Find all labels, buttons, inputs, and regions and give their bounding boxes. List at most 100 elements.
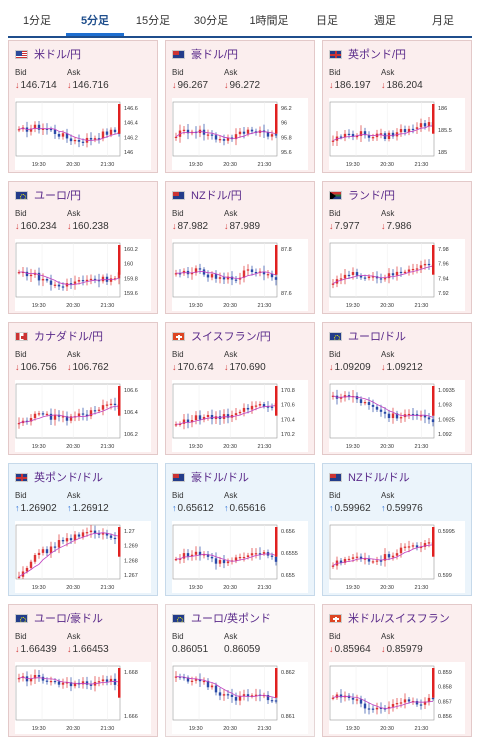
- pair-name[interactable]: NZドル/円: [191, 190, 242, 202]
- rate-card[interactable]: 豪ドル/円 Bid Ask ↓96.267 ↓96.272 96.2 96 95.8 95.6 1…: [165, 40, 315, 173]
- candle-body: [222, 139, 226, 141]
- rate-card[interactable]: 豪ドル/ドル Bid Ask ↑0.65612 ↑0.65616 0.656 0.6555 0…: [165, 463, 315, 596]
- candle-body: [367, 402, 371, 405]
- mini-chart[interactable]: 160.2 160 159.8 159.6 19:30 20:30 21:30: [15, 239, 151, 311]
- pair-name[interactable]: スイスフラン/円: [191, 331, 271, 343]
- pair-title[interactable]: 豪ドル/円: [172, 46, 238, 62]
- pair-title[interactable]: ユーロ/円: [15, 187, 81, 203]
- tab-2[interactable]: 15分足: [135, 15, 171, 27]
- candle-body: [270, 134, 274, 137]
- pair-title[interactable]: ユーロ/ドル: [329, 328, 406, 344]
- pair-name[interactable]: ユーロ/円: [34, 190, 82, 202]
- candle-body: [174, 676, 178, 678]
- candle-body: [266, 406, 270, 408]
- pair-title[interactable]: ユーロ/英ポンド: [172, 610, 271, 626]
- rate-card[interactable]: ユーロ/円 Bid Ask ↓160.234 ↓160.238 160.2 160 159.8…: [8, 181, 158, 314]
- rate-card[interactable]: ユーロ/英ポンド Bid Ask 0.86051 0.86059 0.862 0.861 19…: [165, 604, 315, 737]
- pair-name[interactable]: 豪ドル/円: [191, 49, 239, 61]
- candle-body: [77, 534, 81, 537]
- mini-chart[interactable]: 1.0935 1.093 1.0925 1.092 19:30 20:30 21:30: [329, 380, 465, 452]
- mini-chart[interactable]: 0.862 0.861 19:30 20:30 21:30: [172, 662, 308, 734]
- pair-title[interactable]: カナダドル/円: [15, 328, 103, 344]
- mini-chart[interactable]: 1.668 1.666 19:30 20:30 21:30: [15, 662, 151, 734]
- rate-card[interactable]: NZドル/円 Bid Ask ↓87.982 ↓87.989 87.8 87.6 19:30 2…: [165, 181, 315, 314]
- rate-card[interactable]: 米ドル/スイスフラン Bid Ask ↓0.85964 ↓0.85979 0.859 0.8…: [322, 604, 472, 737]
- candle-body: [210, 134, 214, 136]
- mini-chart[interactable]: 0.656 0.6555 0.655 19:30 20:30 21:30: [172, 521, 308, 593]
- candle-body: [423, 123, 427, 127]
- rate-card[interactable]: 英ポンド/ドル Bid Ask ↑1.26902 ↑1.26912 1.27 1.269 1.…: [8, 463, 158, 596]
- ask-label: Ask: [224, 350, 238, 359]
- candle-body: [355, 556, 359, 558]
- moving-average-line: [175, 553, 277, 562]
- pair-title[interactable]: 豪ドル/ドル: [172, 469, 249, 485]
- pair-name[interactable]: 米ドル/円: [34, 49, 82, 61]
- y-tick-label: 0.656: [281, 529, 295, 535]
- pair-name[interactable]: ユーロ/ドル: [348, 331, 407, 343]
- mini-chart[interactable]: 146.6 146.4 146.2 146 19:30 20:30 21:30: [15, 98, 151, 170]
- mini-chart[interactable]: 0.859 0.858 0.857 0.856 19:30 20:30 21:30: [329, 662, 465, 734]
- pair-title[interactable]: 英ポンド/ドル: [15, 469, 103, 485]
- candle-body: [359, 131, 363, 136]
- rate-card[interactable]: ユーロ/ドル Bid Ask ↓1.09209 ↓1.09212 1.0935 1.093 1…: [322, 322, 472, 455]
- candle-body: [343, 558, 347, 563]
- pair-name[interactable]: NZドル/ドル: [348, 472, 410, 484]
- pair-title[interactable]: ランド/円: [329, 187, 395, 203]
- pair-name[interactable]: 英ポンド/円: [348, 49, 407, 61]
- candle-body: [242, 407, 246, 412]
- ask-value: ↓146.716: [67, 80, 109, 91]
- pair-name[interactable]: 英ポンド/ドル: [34, 472, 104, 484]
- ask-label: Ask: [224, 68, 238, 77]
- arrow-down-icon: ↓: [381, 221, 386, 231]
- rate-card[interactable]: カナダドル/円 Bid Ask ↓106.756 ↓106.762 106.6 106.4 1…: [8, 322, 158, 455]
- pair-title[interactable]: スイスフラン/円: [172, 328, 271, 344]
- pair-title[interactable]: 米ドル/スイスフラン: [329, 610, 450, 626]
- pair-title[interactable]: 英ポンド/円: [329, 46, 406, 62]
- bid-label: Bid: [15, 68, 27, 77]
- x-tick-label: 21:30: [415, 303, 429, 309]
- candle-body: [387, 273, 391, 279]
- tab-3[interactable]: 30分足: [193, 15, 229, 27]
- pair-title[interactable]: NZドル/円: [172, 187, 242, 203]
- candle-body: [81, 413, 85, 415]
- ask-value: ↑0.59976: [381, 503, 423, 514]
- plot-frame: [172, 524, 278, 580]
- candle-body: [45, 413, 49, 416]
- tab-1[interactable]: 5分足: [66, 8, 124, 36]
- rate-card[interactable]: スイスフラン/円 Bid Ask ↓170.674 ↓170.690 170.8 170.6…: [165, 322, 315, 455]
- pair-name[interactable]: カナダドル/円: [34, 331, 104, 343]
- pair-name[interactable]: ランド/円: [348, 190, 396, 202]
- tab-0[interactable]: 1分足: [22, 15, 52, 27]
- tab-7[interactable]: 月足: [432, 15, 454, 27]
- mini-chart[interactable]: 0.5995 0.599 19:30 20:30 21:30: [329, 521, 465, 593]
- mini-chart[interactable]: 7.98 7.96 7.94 7.92 19:30 20:30 21:30: [329, 239, 465, 311]
- pair-title[interactable]: ユーロ/豪ドル: [15, 610, 103, 626]
- rate-card[interactable]: ランド/円 Bid Ask ↓7.977 ↓7.986 7.98 7.96 7.94 7.92 1…: [322, 181, 472, 314]
- rate-card[interactable]: 英ポンド/円 Bid Ask ↓186.197 ↓186.204 186 185.5 185 1…: [322, 40, 472, 173]
- mini-chart[interactable]: 170.8 170.6 170.4 170.2 19:30 20:30 21:30: [172, 380, 308, 452]
- rate-card[interactable]: ユーロ/豪ドル Bid Ask ↓1.66439 ↓1.66453 1.668 1.666 1…: [8, 604, 158, 737]
- pair-name[interactable]: ユーロ/英ポンド: [191, 613, 272, 625]
- candle-body: [190, 420, 194, 423]
- tab-4[interactable]: 1時間足: [249, 15, 289, 27]
- tab-6[interactable]: 週足: [374, 15, 396, 27]
- mini-chart[interactable]: 186 185.5 185 19:30 20:30 21:30: [329, 98, 465, 170]
- mini-chart[interactable]: 96.2 96 95.8 95.6 19:30 20:30 21:30: [172, 98, 308, 170]
- mini-chart[interactable]: 106.6 106.4 106.2 19:30 20:30 21:30: [15, 380, 151, 452]
- pair-title[interactable]: 米ドル/円: [15, 46, 81, 62]
- pair-name[interactable]: 米ドル/スイスフラン: [348, 613, 450, 625]
- y-tick-label: 146: [124, 150, 133, 156]
- candle-body: [391, 413, 395, 419]
- y-tick-label: 0.5995: [438, 529, 455, 535]
- bid-label: Bid: [329, 209, 341, 218]
- ask-value: ↓1.09212: [381, 362, 423, 373]
- pair-name[interactable]: 豪ドル/ドル: [191, 472, 250, 484]
- candle-body: [407, 699, 411, 702]
- pair-name[interactable]: ユーロ/豪ドル: [34, 613, 104, 625]
- pair-title[interactable]: NZドル/ドル: [329, 469, 410, 485]
- mini-chart[interactable]: 1.27 1.269 1.268 1.267 19:30 20:30 21:30: [15, 521, 151, 593]
- mini-chart[interactable]: 87.8 87.6 19:30 20:30 21:30: [172, 239, 308, 311]
- rate-card[interactable]: NZドル/ドル Bid Ask ↑0.59962 ↑0.59976 0.5995 0.599…: [322, 463, 472, 596]
- tab-5[interactable]: 日足: [316, 15, 338, 27]
- rate-card[interactable]: 米ドル/円 Bid Ask ↓146.714 ↓146.716 146.6 146.4 146…: [8, 40, 158, 173]
